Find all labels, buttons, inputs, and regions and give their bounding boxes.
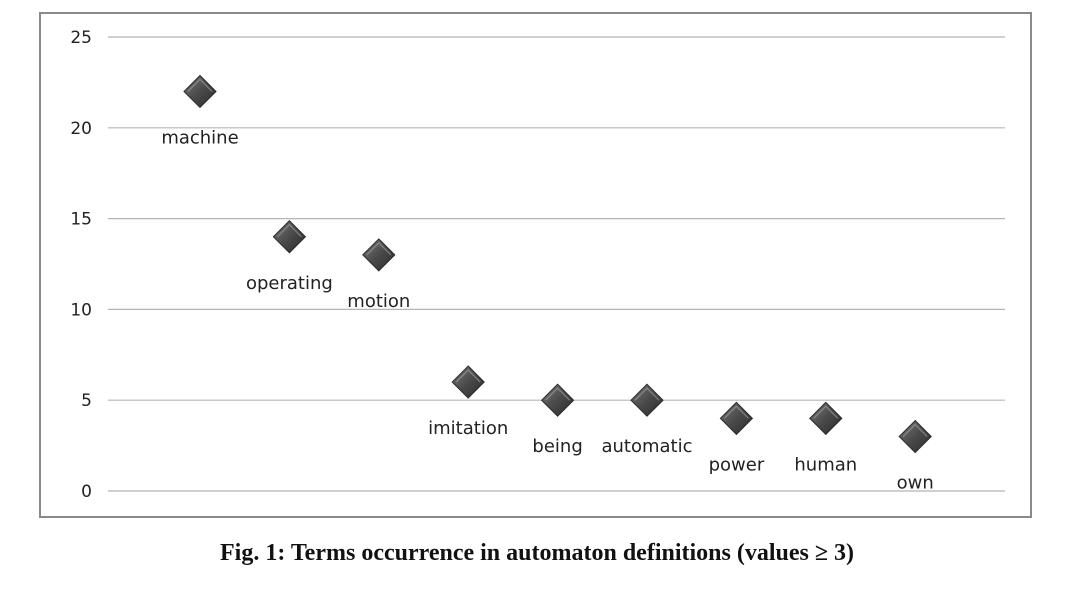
data-point-machine — [183, 74, 217, 109]
data-label-operating: operating — [246, 273, 333, 294]
data-point-highlight — [813, 405, 839, 419]
data-point-automatic — [630, 383, 664, 417]
figure-caption: Fig. 1: Terms occurrence in automaton de… — [219, 540, 855, 566]
y-tick-label: 25 — [70, 28, 92, 48]
data-point-highlight — [187, 78, 213, 92]
y-tick-label: 5 — [81, 391, 92, 411]
data-point-imitation — [451, 365, 485, 399]
y-tick-label: 0 — [81, 482, 92, 502]
data-points — [183, 74, 932, 454]
data-label-automatic: automatic — [601, 436, 692, 457]
data-point-highlight — [276, 223, 302, 238]
data-point-own — [898, 419, 932, 454]
data-point-human — [809, 401, 843, 436]
data-labels: machine operating motion imitation being auto… — [161, 127, 933, 493]
data-point-highlight — [366, 242, 392, 256]
data-label-imitation: imitation — [428, 418, 508, 439]
data-point-power — [719, 401, 754, 436]
chart-area: 0 5 10 15 20 25 machine operating motion imitati… — [39, 12, 1032, 518]
data-point-highlight — [545, 387, 571, 401]
data-point-highlight — [455, 369, 481, 383]
gridlines — [108, 36, 1005, 492]
y-tick-label: 20 — [70, 119, 92, 139]
data-point-operating — [272, 220, 307, 254]
data-label-power: power — [709, 454, 765, 475]
data-label-motion: motion — [347, 291, 410, 312]
y-tick-label: 10 — [70, 300, 92, 320]
data-point-motion — [362, 238, 396, 272]
data-label-machine: machine — [161, 127, 238, 148]
data-point-highlight — [723, 405, 749, 419]
y-tick-label: 15 — [70, 210, 92, 230]
data-point-being — [540, 383, 575, 417]
data-point-highlight — [902, 423, 928, 437]
data-label-being: being — [532, 436, 582, 457]
data-label-own: own — [897, 473, 934, 494]
data-label-human: human — [794, 454, 857, 475]
data-point-highlight — [634, 387, 660, 401]
y-axis-ticks: 0 5 10 15 20 25 — [70, 28, 92, 502]
